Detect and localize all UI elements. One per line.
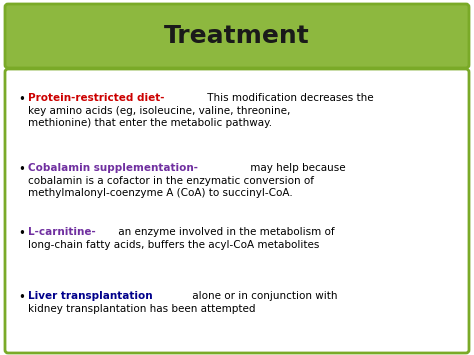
Text: •: • xyxy=(18,227,25,240)
Text: cobalamin is a cofactor in the enzymatic conversion of: cobalamin is a cofactor in the enzymatic… xyxy=(28,175,314,186)
Text: Treatment: Treatment xyxy=(164,24,310,48)
Text: kidney transplantation has been attempted: kidney transplantation has been attempte… xyxy=(28,304,255,313)
FancyBboxPatch shape xyxy=(5,4,469,68)
Text: may help because: may help because xyxy=(247,163,346,173)
Text: an enzyme involved in the metabolism of: an enzyme involved in the metabolism of xyxy=(116,227,335,237)
Text: key amino acids (eg, isoleucine, valine, threonine,: key amino acids (eg, isoleucine, valine,… xyxy=(28,105,291,115)
Text: methionine) that enter the metabolic pathway.: methionine) that enter the metabolic pat… xyxy=(28,118,272,128)
Text: •: • xyxy=(18,291,25,304)
Text: Protein-restricted diet-: Protein-restricted diet- xyxy=(28,93,164,103)
Text: alone or in conjunction with: alone or in conjunction with xyxy=(189,291,337,301)
Text: This modification decreases the: This modification decreases the xyxy=(204,93,374,103)
FancyBboxPatch shape xyxy=(5,69,469,353)
Text: Liver transplantation: Liver transplantation xyxy=(28,291,153,301)
Text: •: • xyxy=(18,93,25,106)
Text: L-carnitine-: L-carnitine- xyxy=(28,227,96,237)
Text: Cobalamin supplementation-: Cobalamin supplementation- xyxy=(28,163,198,173)
Text: •: • xyxy=(18,163,25,176)
Text: methylmalonyl-coenzyme A (CoA) to succinyl-CoA.: methylmalonyl-coenzyme A (CoA) to succin… xyxy=(28,188,293,198)
Text: long-chain fatty acids, buffers the acyl-CoA metabolites: long-chain fatty acids, buffers the acyl… xyxy=(28,240,319,250)
